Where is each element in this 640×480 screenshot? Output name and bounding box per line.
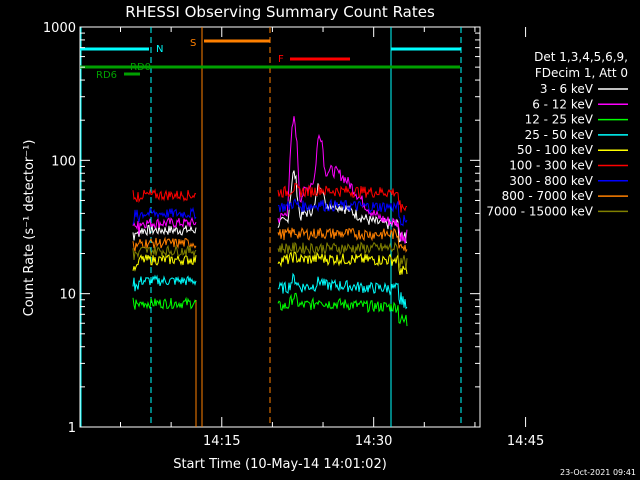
series-line-seg1-0	[132, 224, 197, 241]
event-label-f: F	[278, 54, 284, 65]
series-line-seg1-4	[132, 253, 197, 272]
legend-label-5: 100 - 300 keV	[509, 159, 593, 173]
legend-label-2: 12 - 25 keV	[525, 113, 594, 127]
y-tick-label: 1000	[43, 21, 76, 36]
y-tick-label: 1	[68, 421, 76, 436]
x-tick-label: 14:45	[507, 434, 544, 449]
series-line-seg1-5	[132, 188, 197, 204]
series-line-seg1-1	[132, 216, 197, 235]
series-layer	[132, 116, 408, 327]
legend-label-8: 7000 - 15000 keV	[486, 204, 593, 218]
x-tick-label: 14:15	[203, 434, 240, 449]
y-axis-label: Count Rate (s⁻¹ detector⁻¹)	[22, 140, 37, 317]
chart-title: RHESSI Observing Summary Count Rates	[125, 3, 435, 21]
legend: Det 1,3,4,5,6,9, FDecim 1, Att 0 3 - 6 k…	[486, 50, 628, 218]
legend-header-line-2: FDecim 1, Att 0	[535, 66, 628, 80]
y-axis: 1 10 100 1000	[43, 21, 480, 436]
event-label-s: S	[190, 38, 196, 49]
legend-label-3: 25 - 50 keV	[525, 128, 594, 142]
series-line-seg2-5	[277, 182, 408, 213]
legend-label-6: 300 - 800 keV	[509, 174, 593, 188]
series-line-seg2-7	[277, 226, 408, 253]
legend-label-1: 6 - 12 keV	[532, 97, 594, 111]
generation-timestamp: 23-Oct-2021 09:41	[560, 468, 636, 477]
legend-label-7: 800 - 7000 keV	[502, 189, 594, 203]
plot-frame	[79, 26, 481, 428]
x-tick-label: 14:30	[355, 434, 392, 449]
event-label-n: N	[156, 44, 163, 55]
series-line-seg1-3	[132, 274, 197, 292]
series-line-seg1-6	[132, 206, 197, 225]
plot-border	[79, 26, 481, 428]
series-line-seg2-2	[277, 292, 408, 327]
x-axis-label: Start Time (10-May-14 14:01:02)	[173, 457, 387, 472]
event-bars: N RD0 RD6 S F	[80, 38, 461, 81]
series-line-seg2-4	[277, 251, 408, 276]
series-line-seg1-2	[132, 296, 197, 310]
event-label-rd0: RD0	[130, 62, 151, 73]
y-tick-label: 10	[59, 288, 76, 303]
event-label-rd6: RD6	[96, 70, 117, 81]
series-line-seg2-3	[277, 272, 408, 310]
series-line-seg1-8	[132, 244, 197, 261]
y-tick-label: 100	[51, 154, 76, 169]
series-line-seg2-1	[277, 116, 408, 244]
legend-header-line-1: Det 1,3,4,5,6,9,	[534, 50, 628, 64]
legend-label-4: 50 - 100 keV	[517, 143, 594, 157]
series-line-seg2-6	[277, 198, 408, 227]
series-line-seg2-8	[277, 241, 408, 271]
legend-label-0: 3 - 6 keV	[540, 82, 594, 96]
